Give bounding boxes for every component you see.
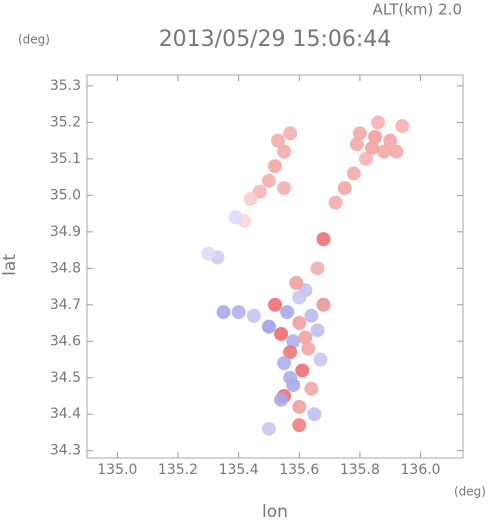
echo-point [283,370,298,385]
echo-point [286,334,301,349]
y-tick-label: 34.4 [50,406,81,422]
y-unit: (deg) [18,33,50,47]
echo-point [292,418,307,433]
echo-point [268,297,282,312]
echo-point [274,392,289,407]
echo-point [231,305,246,320]
echo-point [271,133,286,148]
x-tick-label: 135.8 [340,462,380,478]
echo-point [337,181,352,196]
y-tick-label: 34.7 [50,297,81,313]
echo-point [283,126,298,141]
echo-point [268,159,282,174]
echo-point [277,181,292,196]
echo-point [349,137,364,152]
y-tick-label: 34.3 [50,443,81,459]
echo-point [289,275,304,290]
echo-point [292,399,307,414]
echo-point [246,308,261,323]
echo-point [280,305,295,320]
y-tick-label: 35.3 [50,78,81,94]
echo-point [316,232,331,247]
y-tick-label: 34.6 [50,333,81,349]
echo-point [346,166,361,181]
y-axis-label: lat [0,254,20,276]
subtitle: ALT(km) 2.0 [373,1,462,19]
echo-point [352,126,367,141]
echo-point [389,144,404,159]
echo-point [298,330,313,345]
y-tick-label: 34.5 [50,370,81,386]
echo-point [307,407,322,422]
echo-point [277,356,292,371]
x-tick-label: 136.0 [401,462,441,478]
echo-point [368,130,383,145]
echo-point [301,341,316,356]
echo-point [295,363,310,378]
y-tick-label: 35.2 [50,114,81,130]
echo-point [310,261,325,276]
echo-point [292,316,307,331]
echo-point [310,323,325,338]
echo-point [274,326,289,341]
echo-point [261,421,276,436]
x-tick-label: 135.0 [97,462,137,478]
echo-point [328,195,343,210]
echo-point [292,290,307,305]
echo-point [304,381,319,396]
x-tick-label: 135.2 [158,462,198,478]
y-tick-label: 34.9 [50,224,81,240]
x-axis-label: lon [262,502,288,521]
echo-point [201,246,216,261]
echo-point [228,210,243,225]
echo-point [377,144,392,159]
chart-title: 2013/05/29 15:06:44 [159,27,392,52]
echo-point [316,297,331,312]
x-tick-label: 135.4 [219,462,259,478]
echo-point [283,345,298,360]
echo-point [383,133,398,148]
echo-point [261,319,276,334]
echo-point [261,173,276,188]
x-unit: (deg) [454,485,486,499]
y-tick-label: 34.8 [50,260,81,276]
plot-frame [86,74,464,459]
x-tick-label: 135.6 [279,462,319,478]
echo-point [358,151,373,166]
echo-point [243,192,258,207]
echo-point [395,119,410,134]
echo-point [365,140,380,155]
y-tick-label: 35.1 [50,151,81,167]
echo-point [313,352,328,367]
echo-point [371,115,386,130]
echo-point [304,308,319,323]
echo-point [277,144,292,159]
y-tick-label: 35.0 [50,187,81,203]
echo-point [216,305,231,320]
